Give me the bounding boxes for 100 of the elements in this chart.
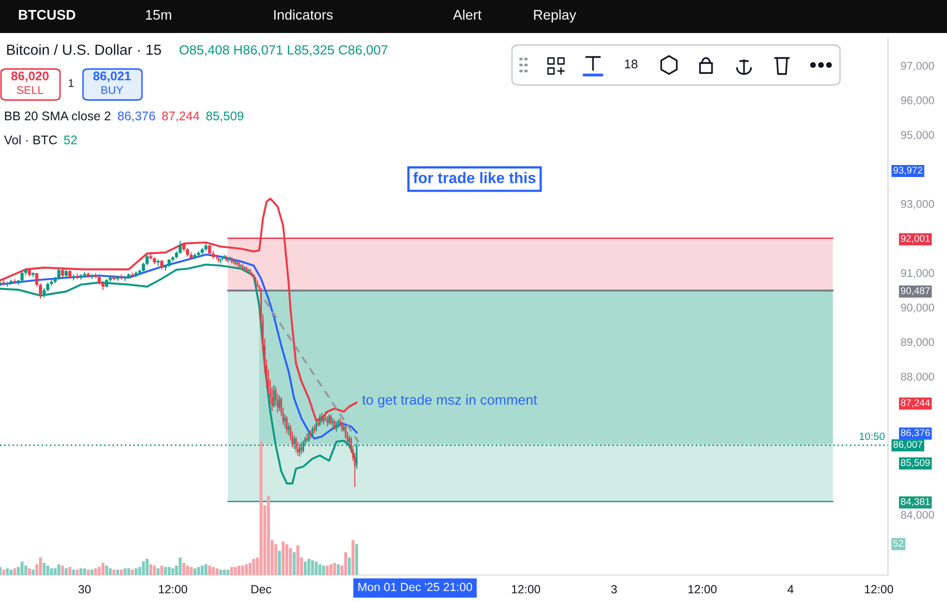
bar: [352, 540, 354, 575]
bar: [156, 568, 160, 575]
candlestick: [208, 244, 212, 256]
bar: [182, 562, 186, 575]
bar: [219, 570, 222, 575]
bar: [54, 568, 57, 575]
candlestick: [284, 414, 286, 429]
candlestick: [330, 414, 332, 426]
bar: [50, 568, 53, 575]
bar: [112, 570, 116, 575]
bar: [116, 570, 120, 575]
legend-title: BB 20 SMA close 2: [5, 111, 110, 120]
bar: [260, 440, 263, 575]
bar: [215, 568, 218, 575]
y-tick-label: 86,376: [900, 429, 930, 438]
bar: [13, 568, 16, 575]
bar: [289, 548, 292, 575]
annotation: to get trade msz in comment: [362, 394, 538, 408]
annotation: 86,020: [11, 72, 49, 82]
candlestick: [278, 394, 280, 412]
y-tick-label: 90,000: [901, 304, 934, 313]
annotation: SELL: [16, 86, 44, 94]
y-tick-label: 91,000: [901, 269, 934, 278]
candlestick: [273, 384, 275, 408]
bar: [222, 570, 226, 575]
bar: [292, 552, 296, 575]
text: Indicators: [274, 10, 333, 20]
bar: [61, 566, 64, 575]
candlestick: [178, 240, 182, 254]
line-series: [0, 254, 358, 440]
bar: [46, 566, 50, 575]
bar: [252, 558, 256, 575]
y-tick-label: 93,000: [901, 200, 934, 210]
bar: [282, 541, 285, 575]
y-tick-label: 96,000: [901, 96, 934, 106]
annotation: 86,021: [93, 72, 131, 82]
text: 52: [893, 540, 904, 547]
annotation: BUY: [101, 86, 124, 94]
bar: [120, 570, 123, 575]
bar: [108, 568, 112, 575]
bar: [266, 496, 270, 575]
candlestick: [20, 270, 24, 282]
y-tick-label: 89,000: [900, 338, 934, 348]
annotation: 18: [625, 60, 638, 68]
bar: [171, 568, 174, 575]
candlestick: [315, 420, 318, 432]
y-tick-label: 85,509: [900, 459, 930, 468]
y-tick-label: 84,381: [900, 498, 930, 506]
bar: [190, 566, 193, 575]
bar: [146, 558, 149, 575]
candlestick: [300, 442, 302, 455]
bar: [79, 568, 82, 575]
bar: [226, 570, 230, 575]
bar: [197, 566, 200, 575]
bar: [68, 566, 72, 575]
y-tick-label: 88,000: [900, 372, 934, 382]
annotation: 87,244: [162, 112, 200, 122]
bar: [186, 566, 189, 575]
x-tick-label: 4: [788, 585, 794, 594]
text: BTCUSD: [18, 10, 76, 20]
candlestick: [308, 431, 310, 443]
candlestick: [295, 436, 297, 453]
bar: [2, 570, 6, 575]
candlestick: [334, 419, 336, 430]
bar: [142, 562, 145, 575]
bar: [134, 568, 138, 575]
candlestick: [312, 426, 314, 438]
y-tick-label: 90,487: [900, 287, 930, 296]
bar: [90, 570, 94, 575]
candlestick: [57, 268, 60, 280]
bar: [230, 566, 234, 575]
x-tick-label: 3: [611, 585, 617, 594]
bar: [6, 568, 9, 575]
data-label: 86,007: [893, 440, 922, 450]
bar: [28, 568, 31, 575]
bar: [98, 566, 101, 575]
candlestick: [288, 422, 290, 436]
chart-subtitle: O85,408 H86,071 L85,325 C86,007: [180, 45, 388, 56]
bar: [278, 550, 281, 575]
bar: [241, 566, 244, 575]
bar: [344, 552, 348, 575]
bar: [32, 570, 35, 575]
bar: [322, 566, 326, 575]
candlestick: [42, 288, 46, 298]
bar: [10, 570, 12, 575]
bar: [64, 568, 68, 575]
text: 15m: [146, 10, 172, 20]
x-tick-label: 12:00: [688, 585, 717, 594]
annotation: 1: [68, 79, 74, 87]
chart-title: Bitcoin / U.S. Dollar · 15: [7, 44, 161, 55]
candlestick: [341, 420, 343, 432]
x-tick-label: 12:00: [864, 585, 894, 594]
bar: [304, 562, 307, 575]
y-tick-label: 95,000: [901, 130, 934, 140]
bar: [72, 570, 76, 575]
bar: [160, 566, 164, 575]
bar: [329, 564, 332, 575]
bar: [168, 566, 171, 575]
candlestick: [160, 260, 164, 270]
bar: [101, 562, 104, 575]
